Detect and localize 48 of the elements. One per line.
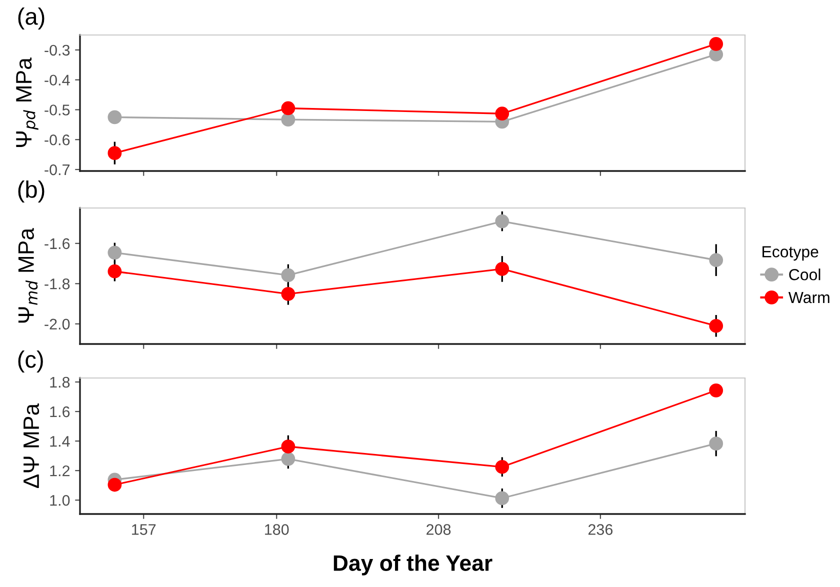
legend-label: Warm <box>788 292 830 304</box>
y-tick-label: -1.8 <box>44 278 70 290</box>
point <box>709 318 724 333</box>
y-tick-label: 1.6 <box>50 406 70 418</box>
point <box>495 214 510 228</box>
point <box>281 286 296 301</box>
point <box>281 268 296 282</box>
y-tick-label: -2.0 <box>44 318 70 330</box>
y-tick-label: -1.6 <box>44 238 70 250</box>
chart-title: (a) <box>18 8 44 30</box>
y-tick-label: 1.2 <box>50 465 70 476</box>
y-tick-label: 1.4 <box>50 436 70 447</box>
x-tick-label: 180 <box>265 524 289 535</box>
point <box>709 383 724 398</box>
y-tick-label: -0.4 <box>44 74 70 86</box>
point <box>281 440 296 454</box>
point <box>495 106 510 121</box>
point <box>281 101 296 116</box>
x-axis-title: Day of the Year <box>334 554 492 576</box>
y-axis-title: ΔΨ MPa <box>24 403 40 488</box>
point <box>108 246 122 260</box>
y-tick-label: 1.8 <box>50 376 70 388</box>
y-tick-label: -0.7 <box>44 164 70 176</box>
y-tick-label: -0.6 <box>44 134 70 146</box>
x-tick-label: 236 <box>588 524 613 535</box>
point <box>108 264 122 278</box>
x-tick-label: 157 <box>132 524 156 535</box>
legend-label: Cool <box>789 268 820 280</box>
x-tick-label: 208 <box>426 524 451 535</box>
point <box>281 452 296 466</box>
chart-title: (c) <box>18 350 43 373</box>
point <box>495 460 510 474</box>
legend-title: Ecotype <box>762 246 818 261</box>
point <box>108 478 122 492</box>
point <box>108 146 122 160</box>
point <box>709 436 724 451</box>
y-axis-title: Ψ$_{md}$ MPa <box>18 228 38 323</box>
point <box>108 110 122 124</box>
y-tick-label: -0.5 <box>44 104 70 116</box>
point <box>709 37 724 51</box>
y-tick-label: -0.3 <box>44 44 70 56</box>
point <box>495 262 510 276</box>
y-tick-label: 1.0 <box>50 494 70 506</box>
point <box>281 112 296 127</box>
y-axis-title: Ψ$_{pd}$ MPa <box>16 58 38 147</box>
chart-title: (b) <box>18 180 44 203</box>
point <box>495 491 510 506</box>
point <box>709 253 724 268</box>
